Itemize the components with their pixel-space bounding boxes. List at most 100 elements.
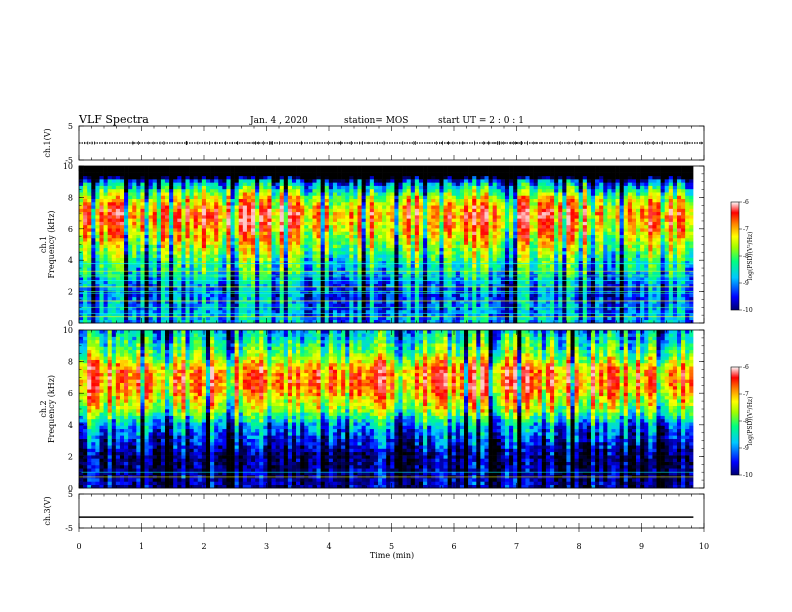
s1-cell [361,280,367,285]
s1-cell [300,182,305,186]
s1-cell [275,254,280,258]
s1-cell [238,218,244,222]
s1-cell [410,205,416,209]
s1-cell [369,267,375,271]
s1-cell [238,172,244,177]
s1-cell [259,293,264,298]
s1-cell [263,244,268,249]
s1-cell [316,237,321,242]
s1-cell [459,234,465,239]
s1-cell [316,270,321,275]
s1-cell [464,293,469,298]
s1-cell [451,303,457,307]
s1-cell [115,290,121,294]
s1-cell [99,201,104,206]
s1-cell [353,293,358,298]
s1-cell [230,188,235,193]
s1-cell [156,293,162,298]
s1-cell [296,185,301,190]
s1-cell [132,228,137,232]
s1-cell [365,316,371,321]
s1-cell [373,237,379,242]
s1-cell [468,309,473,314]
s1-cell [304,293,309,298]
s1-cell [451,215,457,219]
s1-cell [378,296,383,301]
s1-cell [378,224,383,229]
s1-cell [337,260,342,265]
s1-cell [435,300,440,304]
s1-cell [459,215,465,219]
s1-cell [189,247,194,252]
s1-cell [332,198,338,203]
s1-cell [128,290,133,294]
s1-cell [382,287,387,291]
s1-cell [160,277,166,281]
s1-cell [193,185,199,190]
s1-cell [193,270,199,275]
s1-cell [287,303,293,307]
s1-cell [119,185,125,190]
s1-cell [234,254,240,258]
s1-cell [275,296,280,301]
s1-cell [386,218,391,222]
s1-cell [279,296,285,301]
s1-cell [365,257,371,262]
s1-cell [251,234,256,239]
s1-cell [267,224,272,229]
s1-cell [242,188,248,193]
s1-cell [447,260,453,265]
s1-cell [177,192,182,196]
s1-cell [324,218,330,222]
s1-cell [423,270,428,275]
s1-cell [156,172,162,177]
s1-cell [296,169,301,173]
s1-cell [337,300,342,304]
s1-cell [87,182,92,186]
s1-cell [332,257,338,262]
s1-cell [476,241,481,245]
s1-cell [83,241,88,245]
s1-cell [132,267,137,271]
s1-cell [283,188,289,193]
s1-cell [124,254,129,258]
s1-cell [144,182,149,186]
s1-cell [365,195,371,200]
s1-cell [181,313,186,317]
s1-cell [177,175,182,180]
s1-cell [91,201,96,206]
s1-cell [287,270,293,275]
s1-cell [369,319,375,324]
s1-cell [316,290,321,294]
s1-cell [99,169,104,173]
s1-cell [345,260,350,265]
s1-cell [443,247,448,252]
s1-cell [230,179,235,183]
s1-cell [308,195,313,200]
s1-cell [226,254,231,258]
s1-cell [140,316,145,321]
s1-cell [304,264,309,268]
s1-cell [238,277,244,281]
s1-cell [468,211,473,216]
s1-cell [95,241,100,245]
s1-cell [423,303,428,307]
s1-cell [246,195,252,200]
s1-cell [451,244,457,249]
s1-cell [267,303,272,307]
s1-cell [316,224,321,229]
s1-cell [136,215,141,219]
s1-cell [103,228,108,232]
s1-cell [373,290,379,294]
s1-cell [443,287,448,291]
s1-cell [193,280,199,285]
s1-cell [197,192,203,196]
s1-cell [205,237,211,242]
s1-cell [402,309,407,314]
s1-cell [193,260,199,265]
s1-cell [238,251,244,255]
s1-cell [222,290,227,294]
s1-cell [361,175,367,180]
s1-cell [435,303,440,307]
s1-cell [357,172,362,177]
